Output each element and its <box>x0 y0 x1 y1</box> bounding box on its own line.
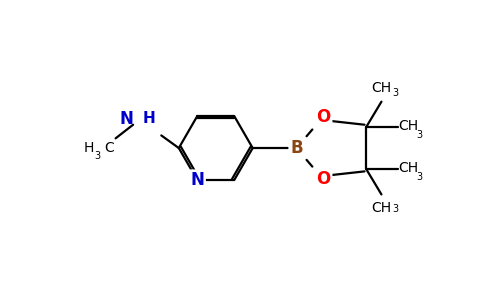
Text: 3: 3 <box>392 204 398 214</box>
Text: 3: 3 <box>416 172 422 182</box>
Text: CH: CH <box>398 161 419 176</box>
Text: CH: CH <box>371 81 392 95</box>
Text: O: O <box>317 108 331 126</box>
Text: N: N <box>190 171 204 189</box>
Text: N: N <box>190 171 204 189</box>
Text: O: O <box>317 170 331 188</box>
Text: H: H <box>143 111 155 126</box>
Text: O: O <box>317 108 331 126</box>
Text: CH: CH <box>398 119 419 133</box>
Text: N: N <box>119 110 133 128</box>
Text: 3: 3 <box>94 151 100 161</box>
Text: CH: CH <box>371 201 392 215</box>
Text: C: C <box>104 141 114 155</box>
Text: 3: 3 <box>416 130 422 140</box>
Text: 3: 3 <box>392 88 398 98</box>
Text: H: H <box>84 141 94 155</box>
Text: B: B <box>290 139 303 157</box>
Text: O: O <box>317 170 331 188</box>
Text: B: B <box>290 139 303 157</box>
